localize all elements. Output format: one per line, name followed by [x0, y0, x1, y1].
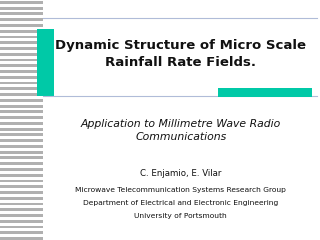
Bar	[0, 151, 43, 154]
Bar	[0, 99, 43, 102]
Bar	[0, 180, 43, 182]
Bar	[0, 59, 43, 61]
Bar	[0, 185, 43, 188]
Bar	[0, 133, 43, 136]
Bar	[0, 7, 43, 10]
Bar	[0, 156, 43, 159]
Bar	[0, 220, 43, 223]
Bar	[0, 145, 43, 148]
Text: C. Enjamio, E. Vilar: C. Enjamio, E. Vilar	[140, 169, 221, 179]
Bar	[0, 87, 43, 90]
Bar	[0, 174, 43, 177]
Text: Department of Electrical and Electronic Engineering: Department of Electrical and Electronic …	[83, 200, 278, 206]
Bar	[0, 105, 43, 108]
Bar	[0, 110, 43, 113]
Bar	[0, 168, 43, 171]
Bar	[0, 1, 43, 4]
Bar	[37, 29, 54, 96]
Bar	[0, 24, 43, 27]
Bar	[0, 208, 43, 211]
Bar	[0, 30, 43, 33]
Bar	[0, 139, 43, 142]
Bar	[0, 231, 43, 234]
Bar	[0, 128, 43, 131]
Text: Microwave Telecommunication Systems Research Group: Microwave Telecommunication Systems Rese…	[76, 187, 286, 192]
Bar	[0, 76, 43, 79]
Bar	[0, 214, 43, 217]
Bar	[0, 191, 43, 194]
Bar	[0, 93, 43, 96]
Bar	[0, 41, 43, 44]
Bar	[0, 82, 43, 84]
Bar	[0, 203, 43, 205]
Bar	[0, 18, 43, 21]
Bar	[0, 64, 43, 67]
Bar	[0, 122, 43, 125]
Bar	[0, 116, 43, 119]
Bar	[0, 36, 43, 38]
Bar	[0, 70, 43, 73]
Bar	[0, 162, 43, 165]
Bar	[0, 53, 43, 56]
Bar	[0, 237, 43, 240]
Bar	[218, 88, 312, 97]
Text: University of Portsmouth: University of Portsmouth	[134, 213, 227, 219]
Bar	[0, 226, 43, 228]
Text: Application to Millimetre Wave Radio
Communications: Application to Millimetre Wave Radio Com…	[81, 119, 281, 142]
Text: Dynamic Structure of Micro Scale
Rainfall Rate Fields.: Dynamic Structure of Micro Scale Rainfal…	[55, 39, 306, 69]
Bar	[0, 197, 43, 200]
Bar	[0, 12, 43, 15]
Bar	[43, 0, 320, 240]
Bar	[0, 47, 43, 50]
